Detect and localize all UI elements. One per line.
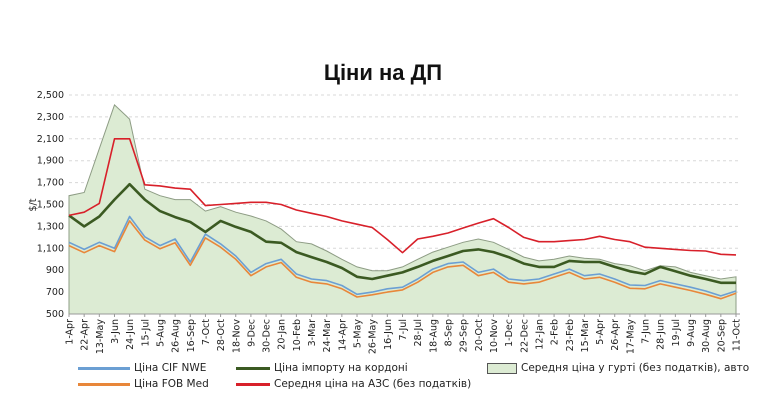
legend-swatch	[236, 366, 270, 370]
y-tick-label: 2,500	[37, 90, 64, 101]
y-tick-label: 2,100	[37, 134, 64, 145]
x-tick-label: 7-Oct	[201, 319, 212, 345]
x-tick-label: 16-Jun	[383, 319, 394, 350]
x-tick-label: 23-Feb	[565, 319, 576, 351]
series-group	[68, 104, 737, 315]
y-axis-label: $/t	[28, 198, 39, 211]
x-tick-label: 18-Aug	[428, 319, 439, 353]
x-tick-label: 28-Jun	[656, 319, 667, 350]
x-tick-label: 30-Dec	[262, 319, 273, 353]
x-tick-label: 9-Dec	[246, 319, 257, 347]
x-tick-label: 1-Apr	[65, 319, 76, 345]
y-tick-label: 500	[46, 309, 64, 320]
y-tick-label: 2,300	[37, 112, 64, 123]
x-tick-label: 7-Jun	[641, 319, 652, 344]
y-tick-label: 900	[46, 265, 64, 276]
legend-item-import: Ціна імпорту на кордоні	[236, 362, 408, 374]
x-tick-label: 24-Jun	[125, 319, 136, 350]
x-tick-label: 5-Aug	[155, 319, 166, 347]
x-tick-label: 12-Jan	[534, 319, 545, 350]
x-tick-label: 10-Feb	[292, 319, 303, 351]
x-tick-label: 5-May	[353, 319, 364, 348]
y-tick-label: 1,700	[37, 178, 64, 189]
series-area-wholesale	[68, 104, 737, 315]
x-tick-label: 3-Jun	[110, 319, 121, 344]
x-tick-label: 30-Aug	[701, 319, 712, 353]
y-tick-label: 1,100	[37, 243, 64, 254]
x-tick-label: 5-Apr	[595, 319, 606, 345]
x-tick-label: 13-May	[95, 319, 106, 355]
x-tick-label: 28-Oct	[216, 319, 227, 351]
series-line	[68, 215, 737, 297]
x-tick-label: 7-Jul	[398, 319, 409, 340]
legend-label: Ціна FOB Med	[134, 378, 209, 390]
x-tick-label: 15-Mar	[580, 319, 591, 353]
x-tick-label: 11-Oct	[732, 319, 743, 351]
x-tick-label: 18-Nov	[231, 319, 242, 353]
series-line	[68, 220, 737, 300]
legend-label: Середня ціна у гурті (без податків), авт…	[521, 362, 750, 374]
series-line	[68, 138, 737, 256]
x-tick-label: 9-Aug	[686, 319, 697, 347]
legend-label: Середня ціна на АЗС (без податків)	[274, 378, 472, 390]
x-tick-label: 2-Feb	[550, 319, 561, 345]
legend-swatch	[78, 382, 130, 386]
x-tick-label: 17-May	[625, 319, 636, 355]
x-tick-label: 29-Sep	[459, 319, 470, 352]
x-tick-label: 1-Dec	[504, 319, 515, 347]
x-tick-label: 22-Dec	[519, 319, 530, 353]
x-tick-label: 3-Mar	[307, 319, 318, 346]
legend-item-retail: Середня ціна на АЗС (без податків)	[236, 378, 471, 390]
x-tick-label: 26-Apr	[610, 319, 621, 351]
legend-item-wholesale: Середня ціна у гурті (без податків), авт…	[487, 362, 749, 374]
legend-item-fob-med: Ціна FOB Med	[78, 378, 209, 390]
x-tick-label: 19-Jul	[671, 319, 682, 347]
x-axis-ticks: 1-Apr 22-Apr 13-May 3-Jun 24-Jun 15-Jul 5-Aug 2…	[65, 313, 743, 355]
legend-swatch	[78, 366, 130, 370]
legend-item-cif-nwe: Ціна CIF NWE	[78, 362, 206, 374]
x-tick-label: 24-Mar	[322, 319, 333, 353]
series-line	[68, 182, 736, 285]
y-tick-label: 1,300	[37, 221, 64, 232]
x-tick-label: 26-Aug	[171, 319, 182, 353]
chart-title: Ціни на ДП	[324, 60, 442, 85]
x-tick-label: 20-Jan	[277, 319, 288, 350]
x-tick-label: 20-Sep	[716, 319, 727, 352]
y-tick-label: 700	[46, 287, 64, 298]
x-tick-label: 14-Apr	[337, 319, 348, 351]
x-tick-label: 28-Jul	[413, 319, 424, 347]
legend-swatch	[236, 382, 270, 386]
legend-label: Ціна CIF NWE	[134, 362, 207, 374]
x-tick-label: 20-Oct	[474, 319, 485, 351]
y-axis-ticks: 500 700 900 1,100 1,300 1,500 1,700 1,900 2,100 2…	[37, 90, 64, 320]
x-tick-label: 22-Apr	[80, 319, 91, 351]
x-tick-label: 8-Sep	[443, 319, 454, 346]
x-tick-label: 16-Sep	[186, 319, 197, 352]
y-tick-label: 1,900	[37, 156, 64, 167]
legend-swatch	[487, 362, 517, 374]
x-tick-label: 15-Jul	[140, 319, 151, 347]
legend-label: Ціна імпорту на кордоні	[274, 362, 408, 374]
y-tick-label: 1,500	[37, 200, 64, 211]
x-tick-label: 26-May	[368, 319, 379, 355]
x-tick-label: 10-Nov	[489, 319, 500, 353]
